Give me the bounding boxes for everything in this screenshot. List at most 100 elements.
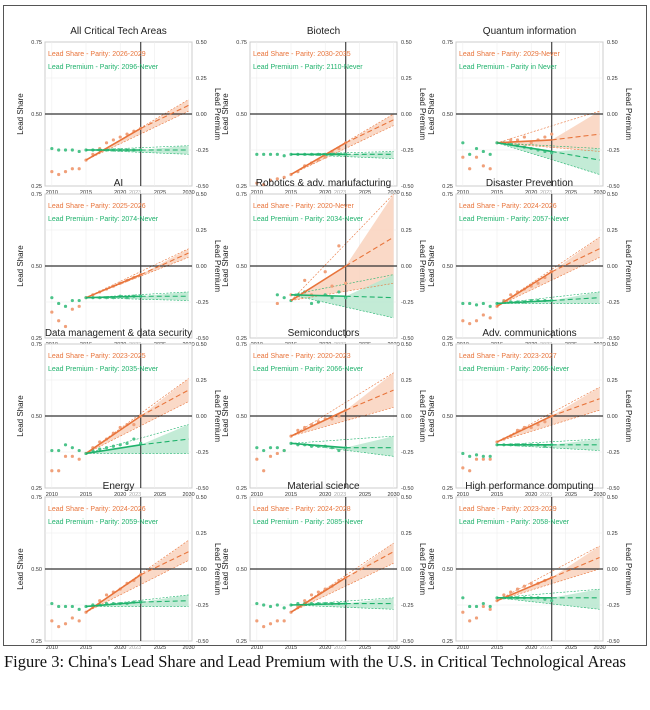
x-tick-label: 2010 <box>457 645 469 650</box>
share-point <box>481 313 485 317</box>
y-right-axis-label: Lead Premium <box>418 543 427 595</box>
premium-fit-line <box>290 442 346 449</box>
x-tick-label: 2015 <box>491 492 503 498</box>
premium-point <box>275 446 279 450</box>
y-right-tick-label: 0.50 <box>401 40 412 46</box>
premium-fit-line <box>291 294 346 298</box>
share-point <box>50 619 54 623</box>
share-projection-line <box>140 551 189 576</box>
premium-projection-line <box>551 150 600 161</box>
share-point <box>118 425 122 430</box>
share-point <box>323 270 327 274</box>
premium-point <box>550 599 554 603</box>
y-right-axis-label: Lead Premium <box>418 390 427 442</box>
premium-point <box>461 596 465 600</box>
panel-title: Disaster Prevention <box>486 178 573 189</box>
y-left-tick-label: 0.50 <box>31 567 42 573</box>
y-left-tick-label: 0.25 <box>31 184 42 190</box>
x-tick-label: 2030 <box>387 645 399 650</box>
chart-panel: High performance computing Lead Share - P… <box>427 481 633 650</box>
y-left-axis-label: Lead Share <box>427 245 436 287</box>
x-tick-label: 2030 <box>182 492 194 498</box>
y-right-tick-label: -0.25 <box>607 603 620 609</box>
share-point <box>488 607 492 611</box>
share-point <box>522 584 526 588</box>
share-point <box>275 451 279 456</box>
share-point <box>461 155 465 159</box>
premium-point <box>309 301 314 306</box>
premium-point <box>330 296 334 300</box>
premium-point <box>57 148 61 152</box>
chart-panel: Robotics & adv. manufacturing Lead Share … <box>221 178 427 357</box>
y-right-tick-label: 0.00 <box>607 264 618 270</box>
premium-band-edge <box>86 291 189 298</box>
legend-premium: Lead Premium - Parity in Never <box>459 64 557 71</box>
legend-premium: Lead Premium - Parity: 2066-Never <box>459 366 570 373</box>
premium-point <box>70 298 74 303</box>
share-point <box>468 469 472 473</box>
share-point <box>77 167 81 171</box>
share-point <box>529 141 533 145</box>
share-point <box>255 457 259 461</box>
x-tick-label: 2010 <box>457 492 469 498</box>
share-point <box>522 135 526 139</box>
share-point <box>255 619 259 623</box>
premium-point <box>474 604 479 609</box>
share-point <box>468 619 472 623</box>
y-right-tick-label: 0.00 <box>196 112 207 118</box>
premium-point <box>337 448 341 453</box>
panel-title: Adv. communications <box>482 328 576 339</box>
panel-title: All Critical Tech Areas <box>70 26 167 37</box>
share-projection-line <box>551 398 600 417</box>
share-point <box>57 469 61 473</box>
premium-point <box>262 152 266 156</box>
share-point <box>268 178 273 182</box>
share-confidence-band <box>291 372 394 437</box>
share-point <box>488 316 492 320</box>
premium-point <box>468 454 472 458</box>
x-tick-label: 2023 <box>129 492 141 498</box>
share-band-edge <box>496 142 600 152</box>
legend-share: Lead Share - Parity: 2025-2026 <box>48 203 146 210</box>
premium-point <box>104 446 109 450</box>
share-point <box>268 454 273 458</box>
share-point <box>468 167 472 171</box>
y-right-tick-label: 0.50 <box>401 495 412 501</box>
chart-panel: Adv. communications Lead Share - Parity: … <box>427 328 633 507</box>
share-point <box>337 244 341 248</box>
premium-point <box>255 601 259 606</box>
y-right-axis-label: Lead Premium <box>213 390 222 442</box>
premium-point <box>63 443 68 447</box>
premium-point <box>474 303 479 307</box>
y-right-tick-label: 0.00 <box>607 414 618 420</box>
premium-point <box>98 447 102 451</box>
share-point <box>63 170 68 174</box>
premium-point <box>57 301 61 306</box>
share-point <box>282 175 286 179</box>
y-right-tick-label: 0.25 <box>401 378 412 384</box>
premium-fit-line <box>86 295 141 299</box>
share-projection-line <box>551 248 600 273</box>
share-point <box>275 177 279 181</box>
legend-premium: Lead Premium - Parity: 2074-Never <box>48 216 159 223</box>
premium-point <box>262 603 266 607</box>
share-point <box>282 619 286 623</box>
legend-premium: Lead Premium - Parity: 2110-Never <box>253 64 363 71</box>
share-point <box>70 167 74 171</box>
y-left-axis-label: Lead Share <box>427 93 436 135</box>
y-right-axis-label: Lead Premium <box>418 240 427 292</box>
y-right-tick-label: 0.50 <box>196 495 207 501</box>
y-right-tick-label: -0.50 <box>607 486 620 492</box>
premium-confidence-band <box>497 589 600 610</box>
legend-premium: Lead Premium - Parity: 2057-Never <box>459 216 570 223</box>
premium-fit-line <box>291 602 346 606</box>
share-point <box>118 135 122 139</box>
share-point <box>337 414 341 418</box>
y-left-tick-label: 0.75 <box>442 495 453 501</box>
share-point <box>70 454 74 458</box>
y-right-tick-label: 0.00 <box>196 264 207 270</box>
x-tick-label: 2023 <box>540 492 552 498</box>
x-tick-label: 2020 <box>319 645 331 650</box>
share-fit-line <box>496 271 553 307</box>
y-right-tick-label: 0.25 <box>196 228 207 234</box>
